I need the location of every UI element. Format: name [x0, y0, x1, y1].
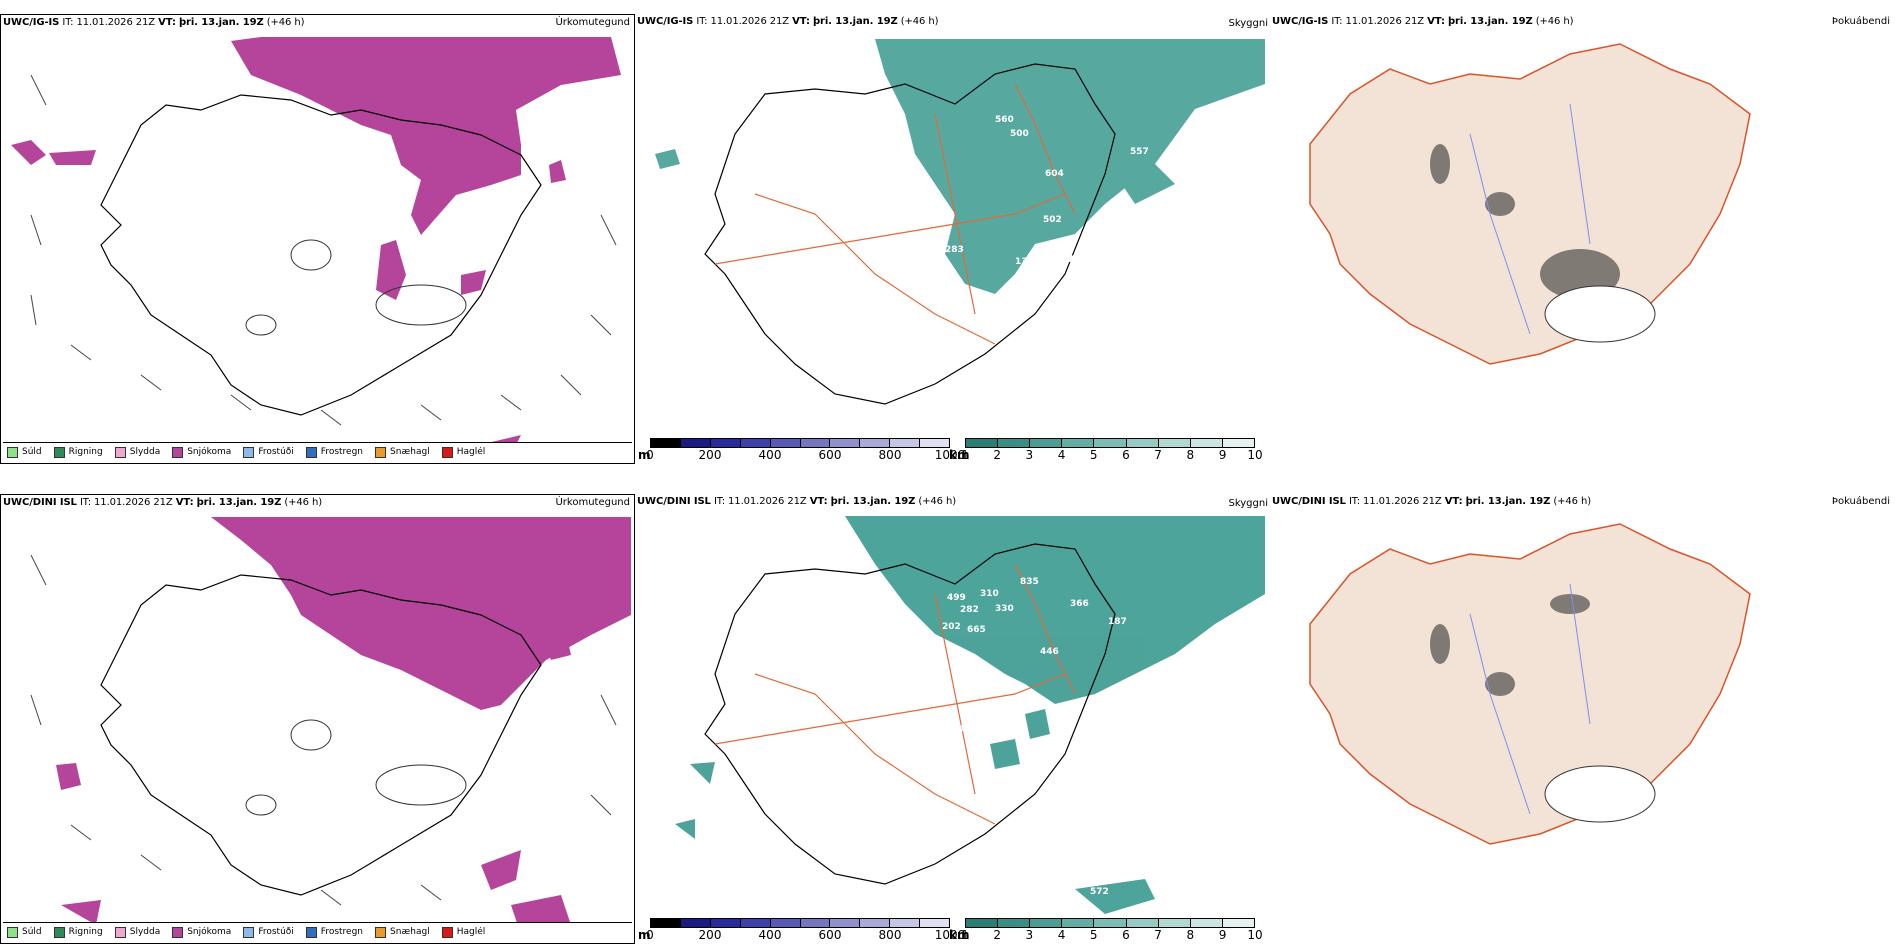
iceland-land	[1309, 43, 1751, 365]
road-network	[714, 563, 1076, 825]
depth-label: 572	[1090, 887, 1109, 897]
fog-patches	[1430, 594, 1590, 696]
wind-barbs	[30, 74, 617, 426]
fog-map-top	[1309, 43, 1751, 365]
cloudbase-map-bottom: 499 282 202 665 310 330 835 366 187 446 …	[675, 516, 1265, 914]
fog-panel-bottom: UWC/DINI ISL IT: 11.01.2026 21Z VT: þri.…	[1270, 494, 1900, 944]
panel-title: Úrkomutegund	[555, 497, 630, 508]
legend-item: Haglél	[441, 446, 485, 458]
legend-item: Slydda	[114, 926, 160, 938]
precip-map-top	[11, 37, 621, 445]
depth-label: 560	[995, 115, 1014, 125]
precip-map-bottom	[30, 517, 631, 925]
rivers	[1469, 103, 1591, 335]
legend-item: Snjókoma	[172, 926, 231, 938]
snow-areas	[11, 37, 621, 445]
precip-legend: Súld Rigning Slydda Snjókoma Frostúði Fr…	[3, 922, 632, 941]
depth-label: 227	[1055, 255, 1074, 265]
depth-label: 502	[1043, 215, 1062, 225]
glacier	[1544, 765, 1656, 823]
panel-title: Skyggni	[1228, 498, 1268, 509]
precip-panel-bottom: UWC/DINI ISL IT: 11.01.2026 21Z VT: þri.…	[0, 494, 635, 944]
panel-title: Skyggni	[1228, 18, 1268, 29]
iceland-outline	[704, 543, 1116, 885]
depth-label: 499	[947, 593, 966, 603]
depth-label: 330	[995, 604, 1014, 614]
iceland-outline	[100, 94, 542, 416]
legend-item: Snæhagl	[375, 446, 430, 458]
scale-m: m 0 200 400 600 800 1000	[638, 918, 965, 942]
wind-barbs	[30, 554, 617, 906]
iceland-outline	[100, 574, 542, 896]
depth-labels: 499 282 202 665 310 330 835 366 187 446 …	[942, 577, 1127, 897]
cloud-areas	[655, 39, 1265, 294]
legend-item: Rigning	[53, 926, 103, 938]
rivers	[1469, 583, 1591, 815]
snow-areas	[56, 517, 631, 925]
legend-item: Frostúði	[243, 926, 294, 938]
depth-label: 139	[1015, 257, 1034, 267]
legend-item: Haglél	[441, 926, 485, 938]
panel-header: UWC/DINI ISL IT: 11.01.2026 21Z VT: þri.…	[3, 497, 323, 508]
scale-km: km 1 2 3 4 5 6 7 8 9 10	[949, 438, 1263, 462]
scale-km: km 1 2 3 4 5 6 7 8 9 10	[949, 918, 1263, 942]
panel-title: Þokuábendi	[1831, 496, 1890, 507]
depth-label: 270	[945, 725, 964, 735]
legend-item: Rigning	[53, 446, 103, 458]
legend-item: Súld	[7, 926, 42, 938]
depth-label: 202	[942, 622, 961, 632]
legend-item: Frostregn	[305, 446, 363, 458]
panel-title: Þokuábendi	[1831, 16, 1890, 27]
glacier-outlines	[245, 719, 467, 816]
depth-label: 604	[1045, 169, 1064, 179]
legend-item: Frostregn	[305, 926, 363, 938]
depth-label: 500	[1010, 129, 1029, 139]
depth-label: 665	[967, 625, 986, 635]
panel-header: UWC/IG-IS IT: 11.01.2026 21Z VT: þri. 13…	[3, 17, 305, 28]
cloudbase-map-top: 500 604 557 502 139 227 283 560	[655, 39, 1265, 405]
depth-labels: 500 604 557 502 139 227 283 560	[945, 115, 1149, 267]
iceland-outline	[704, 63, 1116, 405]
road-network	[714, 83, 1076, 345]
depth-label: 187	[1108, 617, 1127, 627]
depth-label: 282	[960, 605, 979, 615]
fog-map-bottom	[1309, 523, 1751, 845]
panel-header: UWC/DINI ISL IT: 11.01.2026 21Z VT: þri.…	[637, 496, 957, 507]
panel-header: UWC/DINI ISL IT: 11.01.2026 21Z VT: þri.…	[1272, 496, 1592, 507]
depth-label: 835	[1020, 577, 1039, 587]
glacier	[1544, 285, 1656, 343]
depth-label: 557	[1130, 147, 1149, 157]
panel-header: UWC/IG-IS IT: 11.01.2026 21Z VT: þri. 13…	[637, 16, 939, 27]
iceland-land	[1309, 523, 1751, 845]
panel-header: UWC/IG-IS IT: 11.01.2026 21Z VT: þri. 13…	[1272, 16, 1574, 27]
legend-item: Snæhagl	[375, 926, 430, 938]
legend-item: Snjókoma	[172, 446, 231, 458]
depth-label: 366	[1070, 599, 1089, 609]
precip-panel-top: UWC/IG-IS IT: 11.01.2026 21Z VT: þri. 13…	[0, 14, 635, 464]
legend-item: Slydda	[114, 446, 160, 458]
legend-item: Frostúði	[243, 446, 294, 458]
fog-panel-top: UWC/IG-IS IT: 11.01.2026 21Z VT: þri. 13…	[1270, 14, 1900, 464]
panel-title: Úrkomutegund	[555, 17, 630, 28]
cloudbase-panel-top: UWC/IG-IS IT: 11.01.2026 21Z VT: þri. 13…	[635, 14, 1270, 464]
depth-label: 310	[980, 589, 999, 599]
cloud-areas	[675, 516, 1265, 914]
scale-m: m 0 200 400 600 800 1000	[638, 438, 965, 462]
precip-legend: Súld Rigning Slydda Snjókoma Frostúði Fr…	[3, 442, 632, 461]
legend-item: Súld	[7, 446, 42, 458]
depth-label: 283	[945, 245, 964, 255]
cloudbase-panel-bottom: UWC/DINI ISL IT: 11.01.2026 21Z VT: þri.…	[635, 494, 1270, 944]
glacier-outlines	[245, 239, 467, 336]
depth-label: 446	[1040, 647, 1059, 657]
